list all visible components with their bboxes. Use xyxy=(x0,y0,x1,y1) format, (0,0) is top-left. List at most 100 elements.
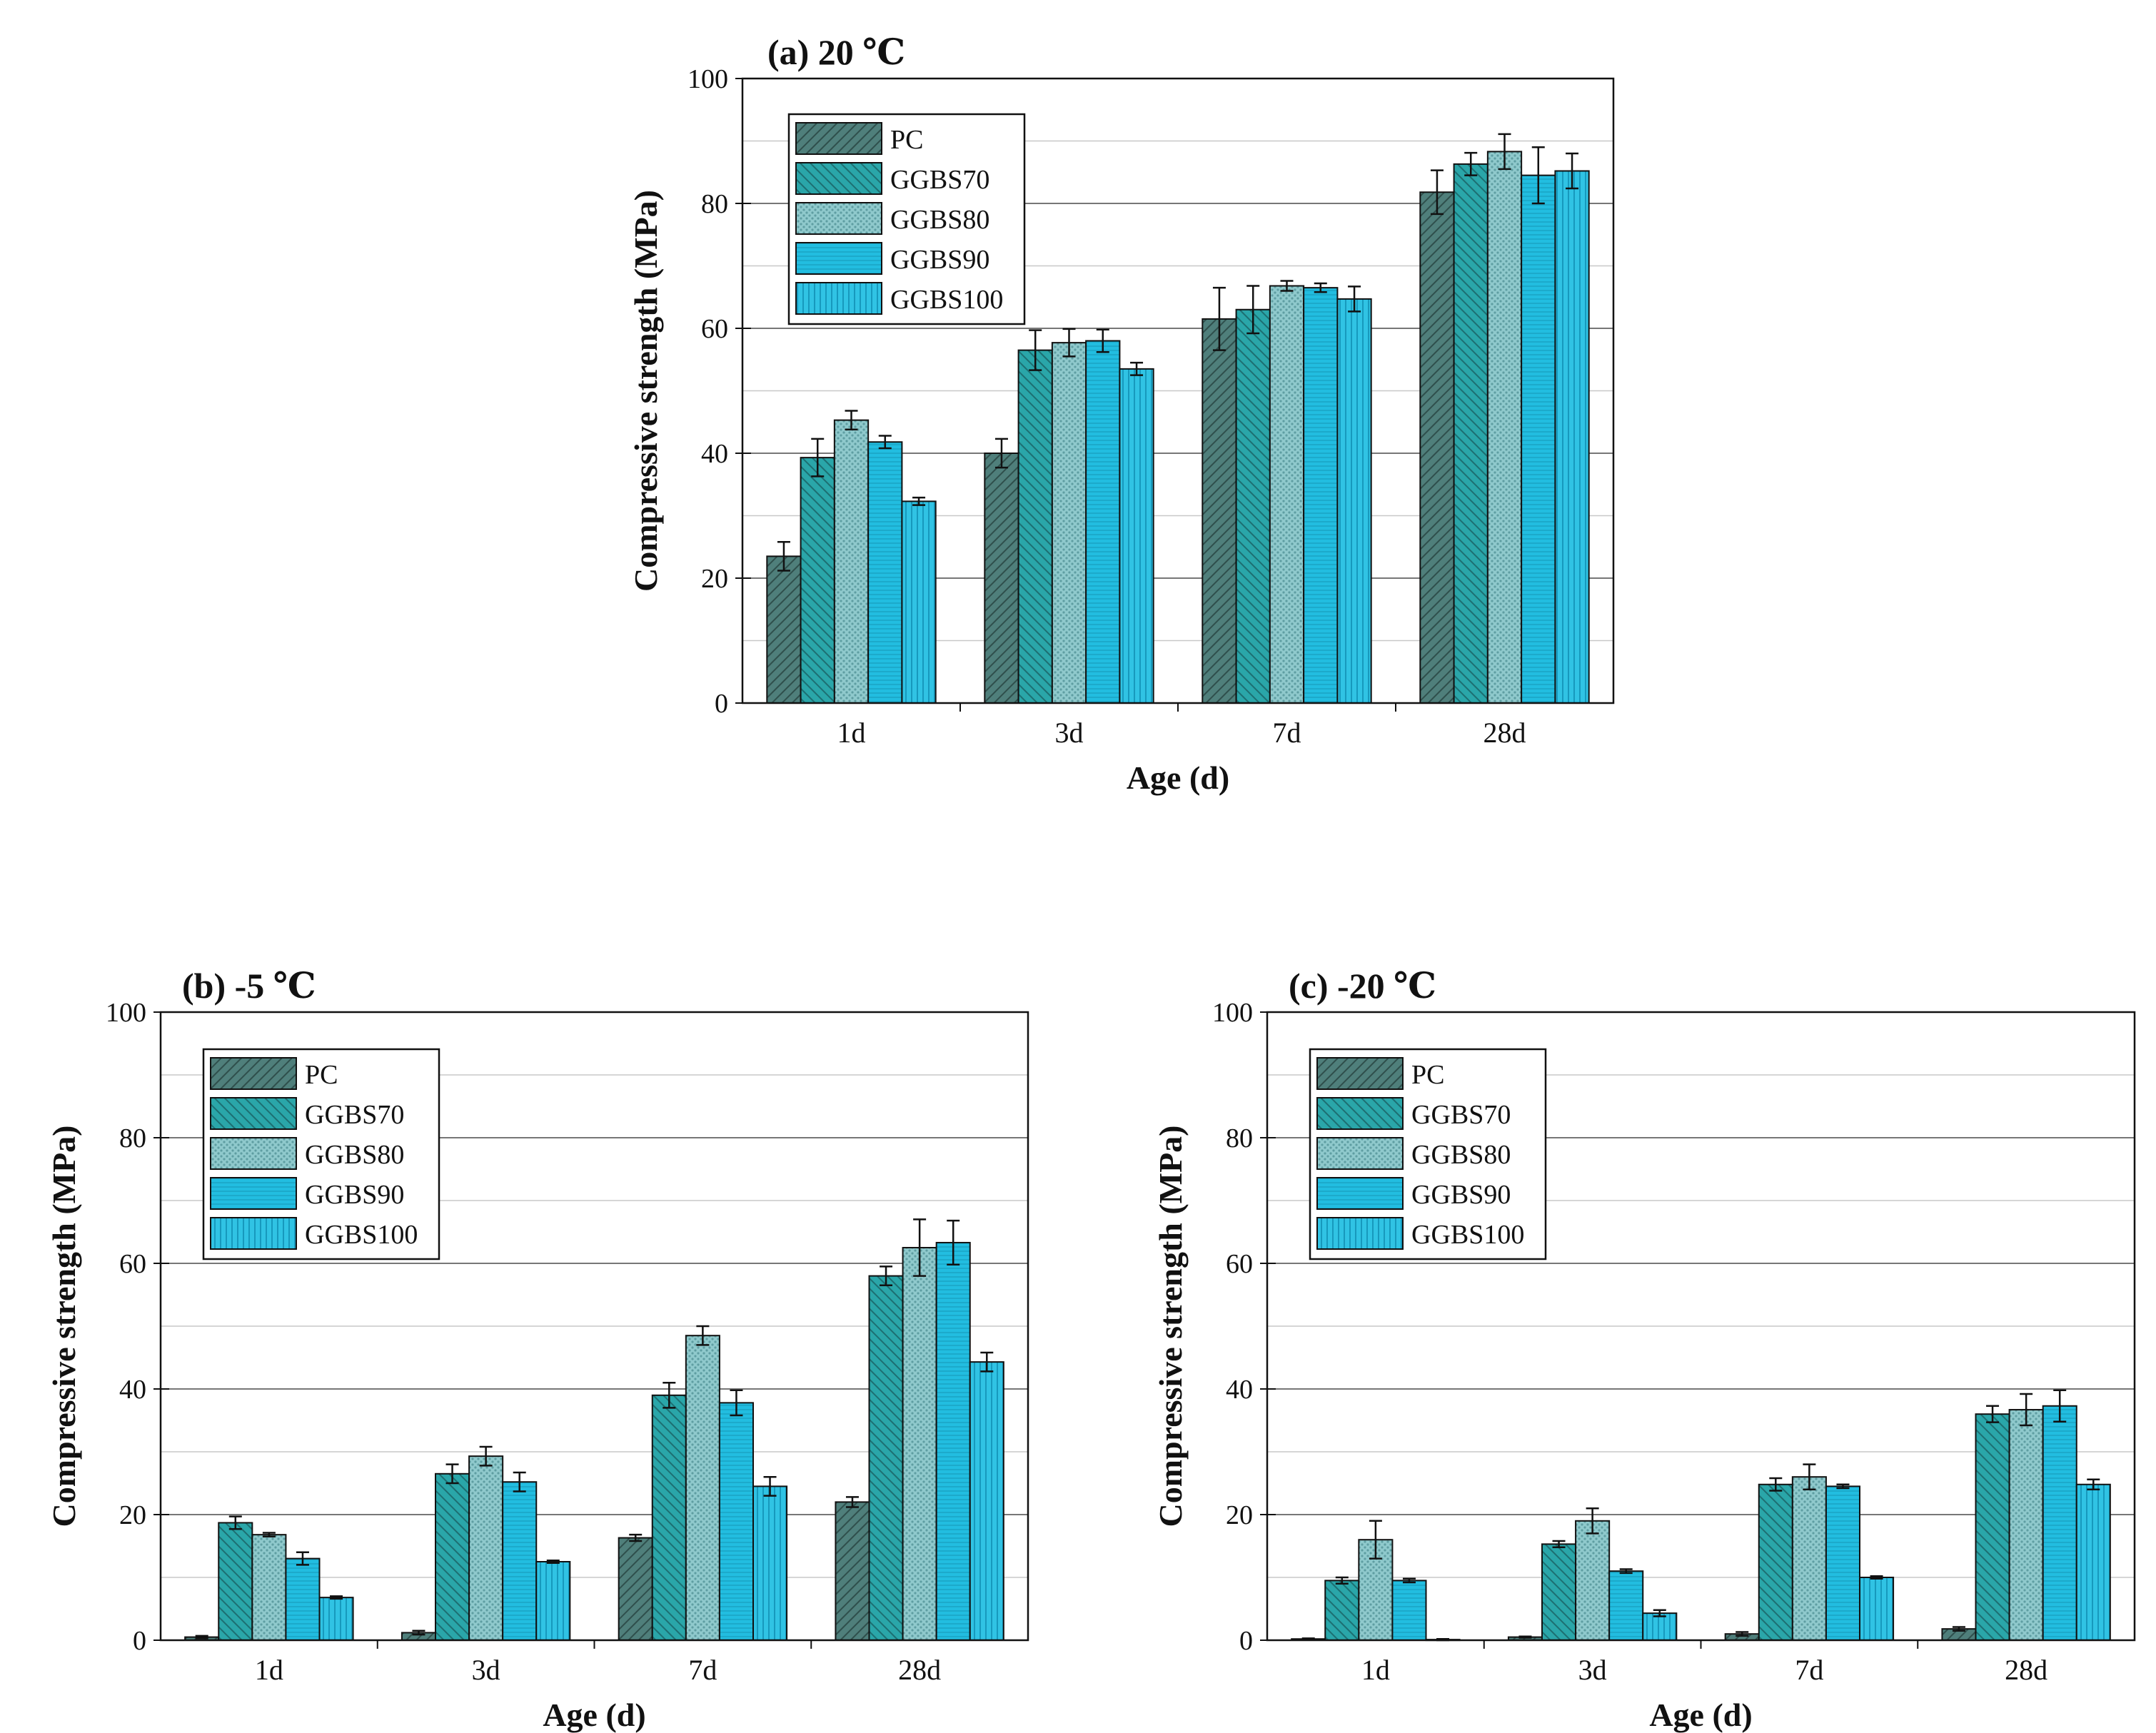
bar-ggbs100-28d xyxy=(969,1361,1004,1641)
chart-panel-20c: 0 20 40 60 80 100 1d 3d 7d 28d PC GGBS70 GGBS80 GGBS9… xyxy=(0,0,1615,842)
y-tick-label: 20 xyxy=(1226,1500,1253,1530)
bar-ggbs70-7d xyxy=(1235,308,1271,704)
bar-ggbs100-3d xyxy=(535,1561,571,1641)
y-axis-label: Compressive strength (MPa) xyxy=(628,190,664,592)
y-tick-label: 0 xyxy=(715,689,728,719)
bar-ggbs100-28d xyxy=(2075,1483,2111,1642)
x-tick-label-28d: 28d xyxy=(2005,1654,2047,1686)
y-tick-label: 40 xyxy=(1226,1375,1253,1405)
bar-ggbs70-28d xyxy=(868,1275,904,1641)
y-tick-label: 40 xyxy=(119,1375,146,1405)
bar-ggbs70-28d xyxy=(1453,163,1488,704)
bar-ggbs100-3d xyxy=(1642,1612,1678,1641)
bar-ggbs80-28d xyxy=(1486,151,1523,704)
bar-ggbs90-7d xyxy=(718,1402,754,1641)
bar-ggbs90-1d xyxy=(1391,1580,1427,1642)
legend-swatch-ggbs70 xyxy=(795,162,882,195)
bar-ggbs100-7d xyxy=(752,1485,788,1642)
y-axis-label: Compressive strength (MPa) xyxy=(46,1126,82,1527)
bar-ggbs100-28d xyxy=(1554,170,1590,704)
legend-swatch-pc xyxy=(795,122,882,155)
legend-label-ggbs80: GGBS80 xyxy=(1411,1140,1511,1170)
bar-ggbs90-7d xyxy=(1825,1485,1860,1642)
legend-label-ggbs80: GGBS80 xyxy=(890,205,989,235)
x-tick-label-7d: 7d xyxy=(1273,717,1301,749)
bar-ggbs90-3d xyxy=(1085,340,1121,704)
bar-ggbs100-7d xyxy=(1336,298,1372,704)
bar-pc-7d xyxy=(618,1537,653,1641)
legend-swatch-ggbs90 xyxy=(1316,1177,1404,1210)
legend-label-ggbs80: GGBS80 xyxy=(305,1140,404,1170)
legend-label-ggbs90: GGBS90 xyxy=(1411,1180,1511,1210)
bar-pc-7d xyxy=(1202,318,1237,704)
bar-ggbs70-1d xyxy=(800,457,835,704)
legend-label-pc: PC xyxy=(890,125,923,155)
legend-swatch-ggbs90 xyxy=(795,242,882,275)
bar-ggbs80-1d xyxy=(833,419,870,704)
bar-ggbs80-3d xyxy=(1051,342,1087,704)
legend-label-ggbs70: GGBS70 xyxy=(1411,1100,1511,1130)
y-tick-label: 0 xyxy=(1239,1626,1253,1656)
chart-title: (c) -20 ℃ xyxy=(1289,966,1436,1006)
bar-ggbs80-28d xyxy=(2008,1409,2044,1641)
bar-ggbs80-7d xyxy=(1269,285,1305,704)
x-axis-label: Age (d) xyxy=(1649,1697,1752,1733)
chart-panel-minus20c: 0 20 40 60 80 100 1d 3d 7d 28d PC GGBS70 GGBS80 GGBS9… xyxy=(1107,935,2156,1733)
bar-ggbs80-7d xyxy=(1791,1476,1827,1642)
legend-swatch-pc xyxy=(210,1057,297,1090)
y-tick-label: 100 xyxy=(687,64,728,94)
legend-swatch-ggbs100 xyxy=(1316,1217,1404,1250)
bar-ggbs90-28d xyxy=(935,1241,971,1641)
x-axis-label: Age (d) xyxy=(1127,759,1229,796)
bar-ggbs70-3d xyxy=(1017,349,1053,704)
y-tick-label: 80 xyxy=(119,1123,146,1153)
x-tick-label-28d: 28d xyxy=(1483,717,1526,749)
y-tick-label: 100 xyxy=(106,998,146,1028)
legend-label-ggbs90: GGBS90 xyxy=(305,1180,404,1210)
plot-frame xyxy=(741,77,1615,704)
x-tick-label-3d: 3d xyxy=(1055,717,1084,749)
x-tick-label-1d: 1d xyxy=(255,1654,283,1686)
chart-title: (a) 20 ℃ xyxy=(767,32,905,72)
y-tick-label: 0 xyxy=(133,1626,146,1656)
legend-swatch-ggbs70 xyxy=(1316,1097,1404,1130)
y-tick-label: 20 xyxy=(701,564,728,594)
y-tick-label: 100 xyxy=(1212,998,1253,1028)
bar-ggbs70-7d xyxy=(1758,1483,1793,1642)
legend-swatch-ggbs70 xyxy=(210,1097,297,1130)
bar-ggbs70-3d xyxy=(435,1472,470,1641)
bar-ggbs70-1d xyxy=(218,1522,253,1641)
bar-ggbs100-7d xyxy=(1858,1577,1895,1641)
y-tick-label: 80 xyxy=(701,189,728,219)
legend-swatch-ggbs80 xyxy=(795,202,882,235)
bar-ggbs100-3d xyxy=(1119,368,1154,704)
bar-ggbs80-7d xyxy=(685,1335,720,1641)
legend-swatch-ggbs90 xyxy=(210,1177,297,1210)
x-tick-label-28d: 28d xyxy=(898,1654,941,1686)
bar-ggbs80-3d xyxy=(468,1455,504,1641)
bar-ggbs100-1d xyxy=(318,1597,354,1641)
y-axis-label: Compressive strength (MPa) xyxy=(1152,1126,1189,1527)
bar-ggbs70-7d xyxy=(651,1394,687,1641)
bar-ggbs90-28d xyxy=(2042,1405,2077,1641)
chart-panel-minus5c: 0 20 40 60 80 100 1d 3d 7d 28d PC GGBS70 GGBS80 GGBS9… xyxy=(0,935,1071,1733)
bar-pc-28d xyxy=(1419,191,1455,704)
x-tick-label-7d: 7d xyxy=(688,1654,717,1686)
x-tick-label-1d: 1d xyxy=(837,717,866,749)
bar-pc-3d xyxy=(984,453,1019,704)
x-tick-label-7d: 7d xyxy=(1795,1654,1823,1686)
y-tick-label: 40 xyxy=(701,439,728,469)
legend-label-ggbs70: GGBS70 xyxy=(305,1100,404,1130)
y-tick-label: 20 xyxy=(119,1500,146,1530)
legend-label-pc: PC xyxy=(1411,1060,1444,1090)
x-tick-label-3d: 3d xyxy=(1578,1654,1607,1686)
bar-ggbs80-1d xyxy=(251,1534,287,1641)
legend-label-ggbs100: GGBS100 xyxy=(305,1220,418,1250)
legend-label-ggbs100: GGBS100 xyxy=(890,285,1003,315)
legend-label-ggbs90: GGBS90 xyxy=(890,245,989,275)
legend-swatch-ggbs80 xyxy=(1316,1137,1404,1170)
legend-swatch-ggbs100 xyxy=(795,282,882,315)
legend-swatch-ggbs100 xyxy=(210,1217,297,1250)
y-tick-label: 60 xyxy=(1226,1249,1253,1279)
